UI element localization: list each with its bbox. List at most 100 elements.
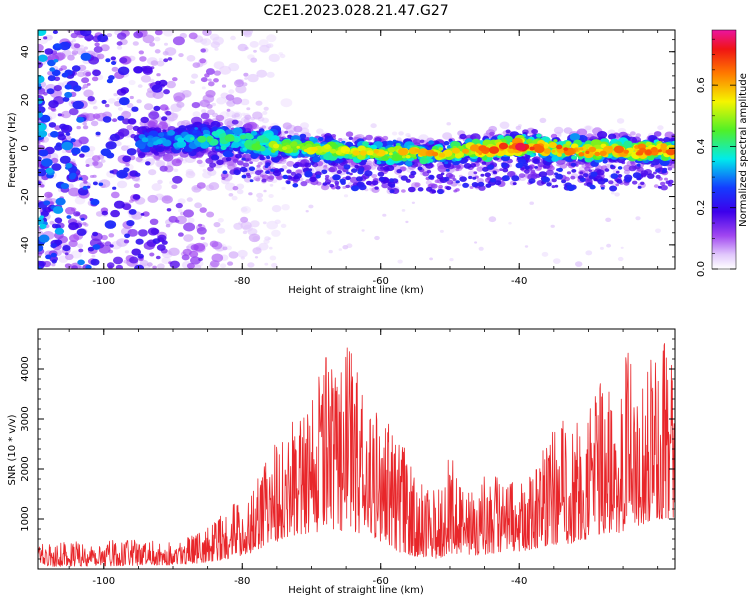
spectrogram-cell [80, 52, 92, 61]
spectrogram-cell [400, 175, 408, 181]
spectrogram-cell [508, 145, 513, 149]
spectrogram-cell [462, 182, 469, 188]
spectrogram-cell [445, 168, 450, 172]
spectrogram-cell [243, 31, 252, 38]
spectrogram-cell [122, 155, 132, 163]
spectrogram-cell [396, 169, 403, 174]
spectrogram-cell [47, 75, 56, 82]
spectrogram-cell [457, 183, 462, 187]
spectrogram-cell [439, 229, 444, 233]
spectrogram-cell [256, 192, 264, 198]
spectrogram-cell [68, 187, 81, 197]
spectrogram-cell [551, 156, 559, 162]
spectrogram-cell [125, 163, 130, 167]
spectrogram-cell [594, 151, 601, 157]
spectrogram-cell [199, 99, 210, 108]
spectrogram-cell [50, 252, 57, 258]
spectrogram-cell [280, 223, 287, 228]
spectrogram-cell [259, 44, 270, 53]
spectrogram-cell [446, 179, 454, 185]
spectrogram-cell [64, 252, 69, 256]
spectrogram-cell [51, 259, 57, 264]
x-tick-label: -40 [511, 576, 527, 587]
spectrogram-cell [636, 163, 641, 167]
spectrogram-cell [431, 189, 437, 194]
spectrogram-cell [578, 152, 585, 157]
spectrogram-cell [542, 176, 550, 183]
spectrogram-cell [91, 254, 96, 258]
spectrogram-cell [151, 84, 163, 93]
spectrogram-cell [131, 248, 141, 256]
spectrogram-cell [292, 183, 299, 188]
spectrogram-cell [343, 194, 349, 198]
spectrogram-cell [425, 162, 434, 169]
spectrogram-cell [546, 182, 552, 187]
spectrogram-cell [117, 66, 130, 76]
spectrogram-cell [64, 84, 72, 90]
spectrogram-cell [71, 147, 81, 155]
x-tick-label: -80 [234, 276, 250, 287]
spectrogram-cell [48, 122, 57, 128]
spectrogram-cell [60, 183, 69, 190]
spectrogram-cell [100, 234, 108, 241]
spectrogram-cell [543, 148, 551, 154]
spectrogram-cell [197, 223, 203, 227]
colorbar-tick-label: 0.0 [696, 261, 707, 277]
spectrogram-cell [98, 182, 104, 186]
spectrogram-cell [262, 221, 267, 225]
spectrogram-cell [172, 77, 178, 82]
spectrogram-cell [492, 171, 498, 175]
spectrogram-cell [106, 78, 113, 84]
spectrogram-cell [79, 153, 85, 158]
spectrogram-cell [109, 170, 114, 174]
spectrogram-cell [54, 43, 61, 48]
spectrogram-cell [309, 136, 315, 141]
spectrogram-cell [281, 186, 286, 190]
spectrogram-cell [72, 85, 82, 92]
spectrogram-cell [566, 171, 572, 175]
spectrogram-cell [220, 172, 229, 179]
spectrogram-cell [501, 162, 508, 168]
spectrogram-cell [54, 217, 63, 224]
spectrogram-cell [228, 251, 239, 259]
spectrogram-cell [190, 256, 201, 265]
spectrogram-cell [428, 174, 435, 180]
spectrogram-cell [579, 171, 584, 175]
spectrogram-ticks: -100 -80 -60 -40 -40 -20 0 20 40 [20, 30, 675, 287]
spectrogram-cell [610, 173, 619, 180]
spectrogram-cell [438, 147, 444, 151]
spectrogram-cell [226, 108, 231, 112]
spectrogram-cell [389, 183, 396, 188]
y-tick-label: 1000 [20, 506, 31, 531]
spectrogram-cell [266, 155, 271, 160]
spectrogram-cell [152, 90, 164, 100]
spectrogram-cell [111, 61, 117, 65]
spectrogram-cell [374, 186, 379, 190]
spectrogram-cell [192, 111, 201, 118]
spectrogram-cell [51, 163, 62, 171]
spectrogram-cell [163, 89, 170, 95]
spectrogram-cell [178, 125, 187, 131]
spectrogram-cell [589, 184, 596, 190]
spectrogram-cell [91, 155, 101, 162]
spectrogram-cell [131, 106, 139, 112]
spectrogram-cell [264, 236, 271, 241]
spectrogram-cell [66, 215, 72, 219]
spectrogram-cell [308, 204, 314, 209]
spectrogram-cell [64, 91, 73, 98]
colorbar: 0.0 0.2 0.4 0.6 Normalized spectral amplitu… [696, 29, 749, 277]
spectrogram-cell [561, 179, 567, 184]
spectrogram-cell [660, 185, 668, 191]
spectrogram-cell [127, 118, 137, 125]
spectrogram-cell [77, 259, 85, 266]
spectrogram-cell [245, 172, 251, 177]
spectrogram-cell [455, 164, 461, 169]
spectrogram-cell [373, 149, 379, 154]
spectrogram-cell [315, 174, 321, 179]
spectrogram-cell [588, 146, 597, 153]
spectrogram-cell [249, 179, 254, 183]
spectrogram-cell [222, 170, 228, 175]
spectrogram-cell [85, 71, 91, 77]
spectrogram-cell [382, 213, 387, 217]
spectrogram-cell [444, 161, 449, 165]
